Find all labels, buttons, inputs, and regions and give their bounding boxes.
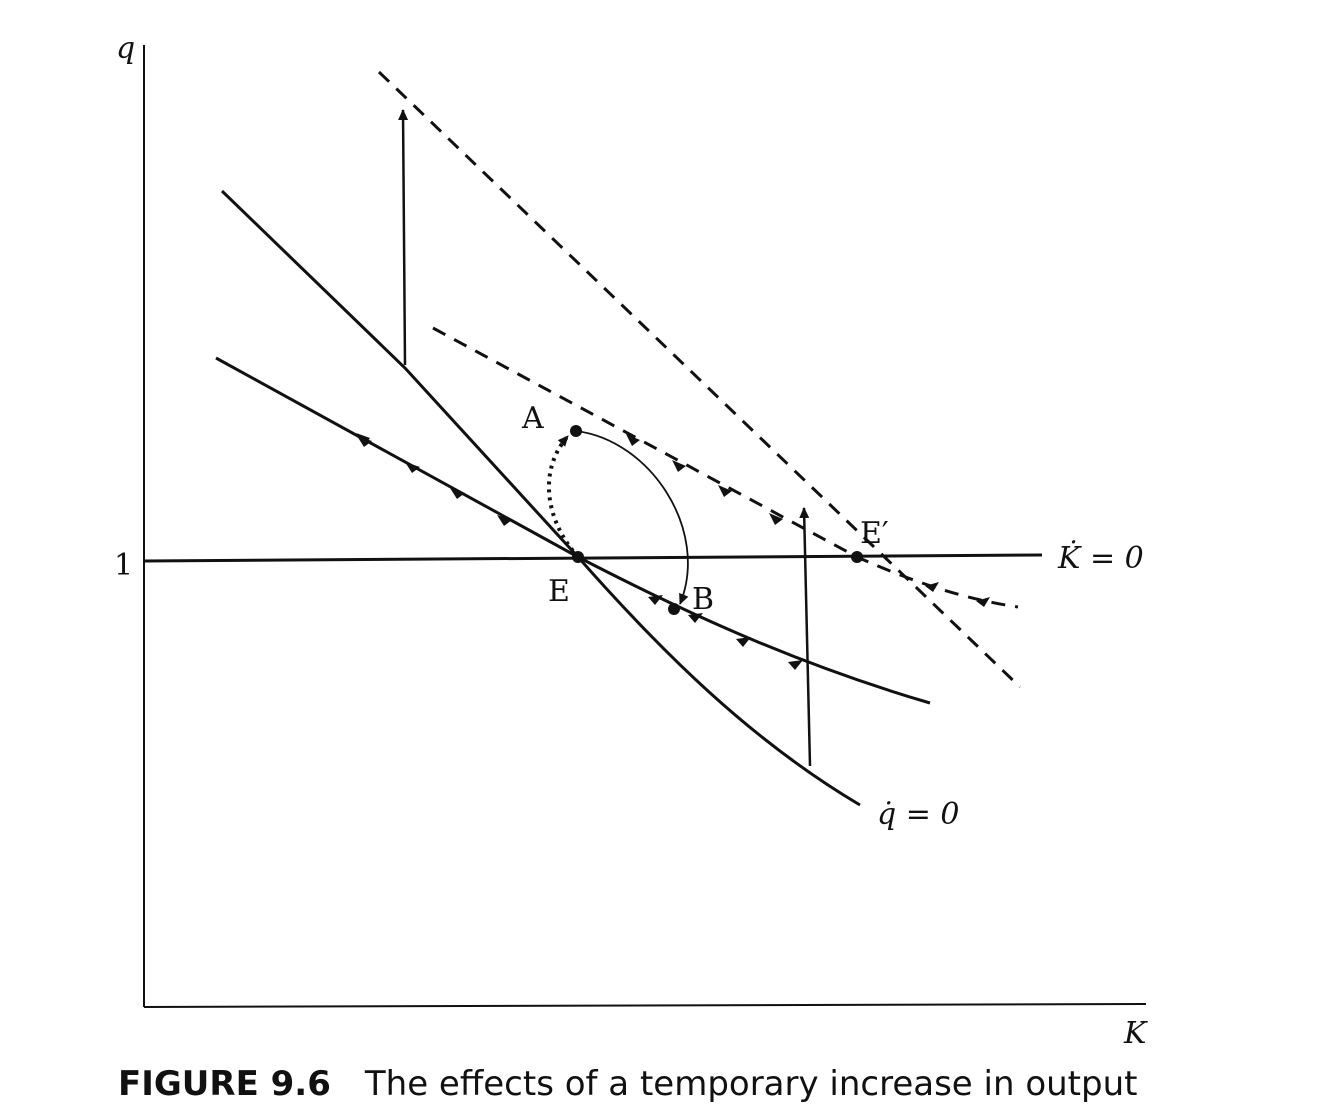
y-tick-one: 1 (114, 548, 133, 583)
figure-caption: FIGURE 9.6 The effects of a temporary inc… (118, 1064, 1318, 1104)
saddle-arrows-left (357, 436, 512, 526)
trajectory-a-to-b (575, 430, 689, 605)
label-a: A (521, 401, 544, 436)
jump-path-dotted (547, 434, 580, 559)
label-e-prime: E′ (860, 516, 889, 551)
shift-arrow-left (398, 109, 409, 366)
point-a (570, 425, 582, 437)
q-dot-zero-label: q̇ = 0 (877, 797, 960, 832)
point-e (572, 551, 584, 563)
saddle-arrows-right (648, 595, 803, 670)
q-dot-zero-curve (220, 189, 861, 807)
figure-title: The effects of a temporary increase in o… (364, 1064, 1138, 1104)
point-b (668, 603, 680, 615)
k-dot-zero-line (143, 553, 1043, 563)
label-e: E (548, 574, 570, 609)
y-axis-label: q (116, 31, 135, 66)
point-e-prime (851, 551, 863, 563)
x-axis (143, 1003, 1147, 1008)
x-axis-label: K (1123, 1016, 1148, 1051)
saddle-path-original (215, 356, 931, 705)
k-dot-zero-label: K̇ = 0 (1057, 541, 1144, 576)
new-saddle-arrows (626, 434, 990, 607)
label-b: B (692, 582, 714, 617)
q-dot-zero-curve-new (377, 70, 1022, 689)
figure-number: FIGURE 9.6 (118, 1064, 331, 1104)
saddle-path-new (432, 326, 1019, 609)
shift-arrow-right (799, 507, 812, 767)
